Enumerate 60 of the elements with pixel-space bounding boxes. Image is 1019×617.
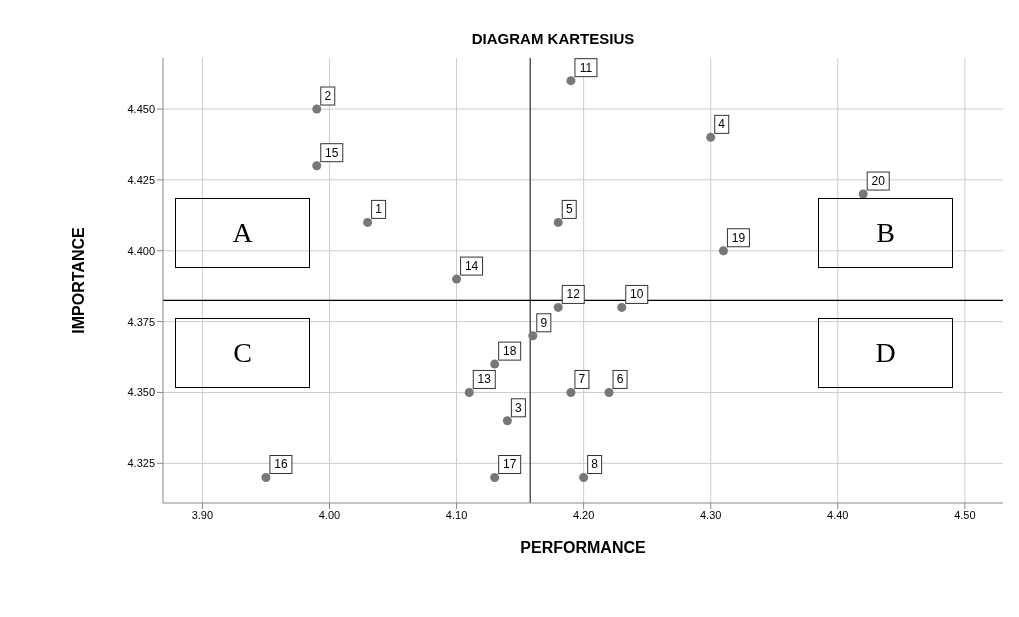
point <box>579 472 589 482</box>
point <box>261 472 271 482</box>
y-axis-title: IMPORTANCE <box>69 226 87 334</box>
chart-title: DIAGRAM KARTESIUS <box>470 30 636 47</box>
x-tick-label: 4.10 <box>445 508 468 521</box>
annotation: 7 <box>578 372 586 387</box>
annotation: 3 <box>515 400 523 415</box>
x-tick-label: 4.00 <box>318 508 341 521</box>
y-tick-label: 4.375 <box>127 315 155 328</box>
point <box>604 387 614 397</box>
point <box>502 416 512 426</box>
annotation: 9 <box>540 315 548 330</box>
point <box>490 359 500 369</box>
point <box>718 246 728 256</box>
point <box>312 161 322 171</box>
y-tick-label: 4.425 <box>127 173 155 186</box>
x-tick-label: 3.90 <box>191 508 214 521</box>
point <box>464 387 474 397</box>
y-tick-label: 4.350 <box>127 386 155 399</box>
point <box>553 302 563 312</box>
x-tick-label: 4.20 <box>572 508 595 521</box>
annotation: 11 <box>579 60 593 75</box>
annotation: 20 <box>871 174 886 189</box>
y-tick-label: 4.400 <box>127 244 155 257</box>
point <box>706 132 716 142</box>
annotation: 16 <box>274 457 288 472</box>
annotation: 17 <box>503 457 517 472</box>
point <box>490 472 500 482</box>
point <box>858 189 868 199</box>
annotation: 1 <box>375 202 383 217</box>
y-tick-label: 4.450 <box>127 102 155 115</box>
point <box>553 217 563 227</box>
x-tick-label: 4.30 <box>700 508 722 521</box>
annotation: 5 <box>565 202 573 217</box>
annotation: D <box>818 318 953 388</box>
point <box>566 387 576 397</box>
annotation: 15 <box>325 145 339 160</box>
annotation: 4 <box>718 117 726 132</box>
point <box>528 331 538 341</box>
annotation: 2 <box>324 89 332 104</box>
x-tick-label: 4.50 <box>954 508 976 521</box>
annotation: C <box>175 318 310 388</box>
annotation: 14 <box>464 259 479 274</box>
point <box>452 274 462 284</box>
annotation: 13 <box>477 372 492 387</box>
x-axis-title: PERFORMANCE <box>520 539 646 556</box>
annotation: 10 <box>630 287 644 302</box>
annotation: 8 <box>591 457 599 472</box>
x-tick-label: 4.40 <box>827 508 849 521</box>
point <box>312 104 322 114</box>
annotation: 12 <box>566 287 581 302</box>
y-tick-label: 4.325 <box>127 457 155 470</box>
annotation: 6 <box>616 372 624 387</box>
annotation: A <box>175 198 310 268</box>
annotation: 19 <box>731 230 746 245</box>
point <box>617 302 627 312</box>
annotation: B <box>818 198 953 268</box>
point <box>566 76 576 86</box>
annotation: 18 <box>503 344 517 359</box>
point <box>363 217 373 227</box>
